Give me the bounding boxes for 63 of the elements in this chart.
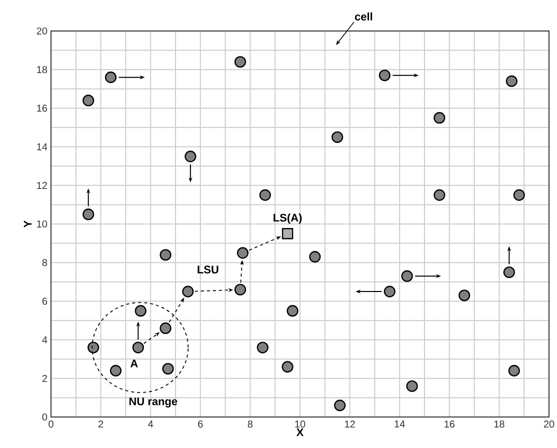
point [82, 208, 94, 220]
y-tick-label: 12 [37, 182, 47, 189]
y-tick-label: 4 [42, 336, 48, 344]
x-tick-label: 18 [494, 420, 504, 428]
x-tick-label: 2 [98, 420, 104, 428]
point [434, 189, 446, 201]
text: cell [354, 12, 372, 20]
annotation: NU range [129, 398, 178, 408]
point [259, 189, 271, 201]
x-tick-label: 8 [248, 420, 253, 428]
annotation: LSU [198, 266, 218, 274]
point [332, 131, 344, 143]
x-tick-label: 10 [295, 420, 306, 428]
x-tick-label: 16 [444, 420, 455, 428]
point [406, 380, 418, 392]
point [334, 400, 346, 412]
point [506, 75, 518, 87]
annotation: A [130, 360, 138, 368]
point [104, 72, 117, 84]
x-axis-title: X [296, 428, 304, 436]
point [286, 305, 298, 317]
point [234, 56, 246, 68]
point [401, 270, 413, 282]
y-tick-label: 16 [37, 104, 48, 112]
point [384, 286, 396, 298]
annotation: LS(A) [274, 214, 302, 224]
point [256, 342, 268, 354]
point [378, 70, 390, 82]
y-tick-label: 10 [37, 220, 48, 228]
x-tick-label: 12 [345, 420, 355, 428]
point [309, 251, 321, 263]
y-tick-label: 8 [42, 259, 48, 266]
point [160, 249, 172, 261]
point [513, 189, 525, 201]
point [236, 247, 249, 259]
y-tick-label: 20 [36, 27, 48, 35]
y-tick-label: 18 [37, 66, 48, 74]
point [282, 228, 294, 240]
point [82, 94, 94, 106]
point [434, 112, 446, 124]
point [110, 364, 122, 376]
point [282, 361, 294, 373]
point [134, 305, 146, 317]
y-tick-label: 6 [42, 298, 48, 305]
y-axis-title: Y [24, 220, 32, 228]
point [132, 342, 144, 354]
point [160, 322, 172, 334]
y-tick-label: 2 [42, 374, 47, 382]
x-tick-label: 20 [544, 420, 554, 428]
point [234, 284, 246, 296]
y-tick-label: 0 [42, 413, 48, 421]
point [182, 286, 194, 298]
x-tick-label: 6 [198, 420, 203, 428]
point [162, 362, 174, 375]
x-tick-label: 0 [48, 420, 54, 428]
x-tick-label: 4 [148, 420, 154, 428]
point [88, 342, 100, 354]
point [508, 364, 520, 376]
x-tick-label: 14 [394, 420, 405, 428]
point [184, 150, 196, 162]
point [503, 266, 515, 278]
y-tick-label: 14 [37, 143, 48, 150]
point [458, 290, 470, 302]
